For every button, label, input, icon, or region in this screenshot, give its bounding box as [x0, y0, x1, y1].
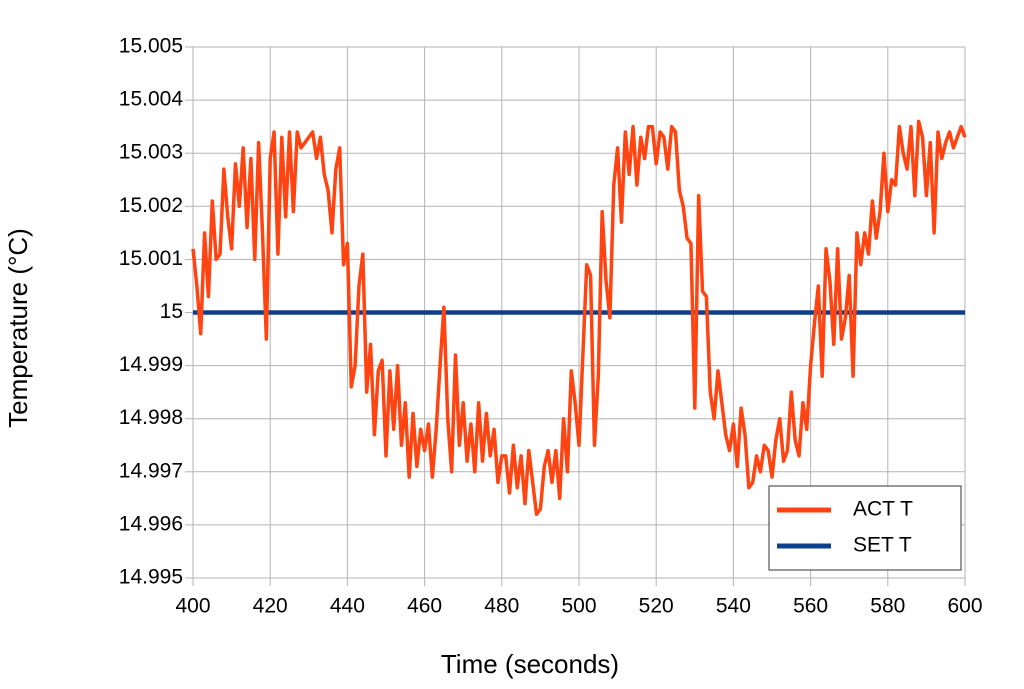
- y-tick-label: 15.004: [119, 88, 184, 111]
- y-tick-label: 15.005: [119, 35, 183, 58]
- legend-label: ACT T: [853, 498, 913, 521]
- x-tick-label: 560: [793, 595, 828, 618]
- y-tick-label: 14.995: [119, 566, 183, 589]
- x-tick-label: 460: [407, 595, 442, 618]
- x-axis-title: Time (seconds): [441, 649, 619, 679]
- x-tick-label: 600: [947, 595, 982, 618]
- y-axis-title: Temperature (°C): [3, 228, 33, 428]
- legend-label: SET T: [853, 534, 912, 557]
- x-tick-label: 520: [639, 595, 674, 618]
- x-tick-label: 500: [561, 595, 596, 618]
- y-tick-label: 15: [160, 300, 183, 323]
- x-tick-label: 420: [253, 595, 288, 618]
- x-tick-label: 580: [870, 595, 905, 618]
- y-tick-label: 14.996: [119, 512, 183, 535]
- y-tick-label: 14.999: [119, 353, 183, 376]
- data-line: [191, 119, 967, 517]
- x-tick-label: 480: [484, 595, 519, 618]
- y-tick-label: 14.998: [119, 406, 183, 429]
- y-tick-label: 14.997: [119, 459, 183, 482]
- x-tick-label: 440: [330, 595, 365, 618]
- y-tick-label: 15.002: [119, 194, 183, 217]
- x-tick-label: 400: [175, 595, 210, 618]
- x-tick-label: 540: [716, 595, 751, 618]
- legend-box: [768, 485, 962, 571]
- y-tick-label: 15.003: [119, 141, 183, 164]
- y-tick-label: 15.001: [119, 247, 183, 270]
